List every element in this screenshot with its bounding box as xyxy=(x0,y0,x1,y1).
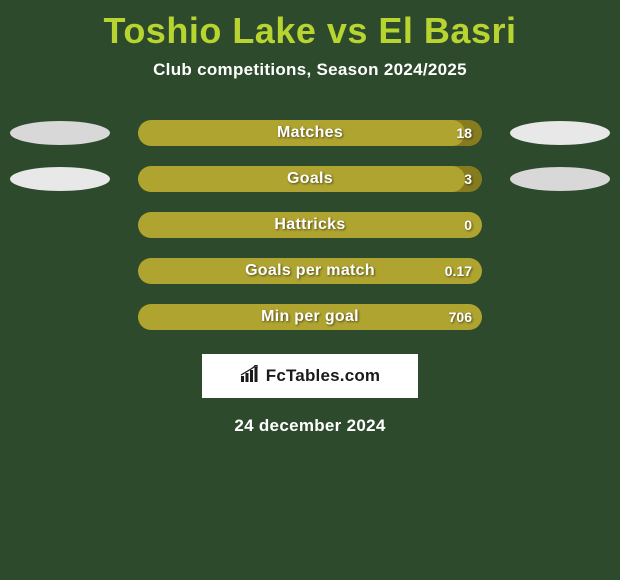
player-left-marker xyxy=(10,167,110,191)
stats-container: Matches18 Goals3 Hattricks0 Goals per match… xyxy=(0,110,620,340)
stat-label: Goals xyxy=(138,166,482,192)
stat-value-right: 3 xyxy=(464,171,472,187)
stat-bar: Min per goal706 xyxy=(138,304,482,330)
brand-box[interactable]: FcTables.com xyxy=(202,354,418,398)
stat-bar: Matches18 xyxy=(138,120,482,146)
stat-label: Goals per match xyxy=(138,258,482,284)
stat-label: Hattricks xyxy=(138,212,482,238)
brand: FcTables.com xyxy=(240,365,381,388)
player-right-marker xyxy=(510,167,610,191)
stat-label: Min per goal xyxy=(138,304,482,330)
chart-icon xyxy=(240,365,262,388)
stat-row: Min per goal706 xyxy=(0,294,620,340)
stat-row: Goals per match0.17 xyxy=(0,248,620,294)
brand-text: FcTables.com xyxy=(266,366,381,386)
player-right-marker xyxy=(510,121,610,145)
stat-bar: Hattricks0 xyxy=(138,212,482,238)
stat-bar: Goals per match0.17 xyxy=(138,258,482,284)
stat-row: Hattricks0 xyxy=(0,202,620,248)
stat-row: Goals3 xyxy=(0,156,620,202)
stat-label: Matches xyxy=(138,120,482,146)
stat-bar: Goals3 xyxy=(138,166,482,192)
stat-value-right: 0 xyxy=(464,217,472,233)
stat-value-right: 0.17 xyxy=(445,263,472,279)
stat-value-right: 18 xyxy=(456,125,472,141)
stat-row: Matches18 xyxy=(0,110,620,156)
page-title: Toshio Lake vs El Basri xyxy=(0,0,620,52)
player-left-marker xyxy=(10,121,110,145)
subtitle: Club competitions, Season 2024/2025 xyxy=(0,60,620,80)
stat-value-right: 706 xyxy=(449,309,472,325)
date-text: 24 december 2024 xyxy=(0,416,620,436)
